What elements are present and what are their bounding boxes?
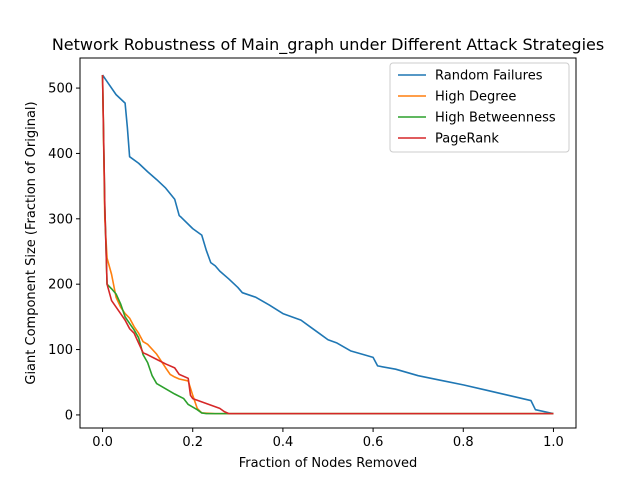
x-axis-label: Fraction of Nodes Removed	[239, 456, 418, 471]
legend-label-1: High Degree	[435, 90, 516, 105]
legend-items: Random Failures High Degree High Betweenne…	[398, 69, 556, 147]
series-line-3	[101, 74, 554, 415]
legend-label-3: PageRank	[435, 132, 499, 147]
y-axis-ticks: 0 100 200 300 400 500	[48, 82, 80, 423]
series-line-2	[101, 74, 554, 415]
y-tick-label: 100	[48, 343, 73, 358]
chart-title: Network Robustness of Main_graph under D…	[52, 35, 604, 55]
series-layer	[101, 74, 554, 415]
x-tick-label: 0.4	[273, 435, 294, 450]
x-tick-label: 0.6	[363, 435, 384, 450]
y-tick-label: 0	[65, 408, 73, 423]
series-line-0	[101, 74, 554, 415]
plot-area	[79, 57, 577, 429]
axes-frame	[79, 57, 577, 429]
y-tick-label: 200	[48, 278, 73, 293]
legend-label-2: High Betweenness	[435, 111, 556, 126]
x-tick-label: 0.0	[92, 435, 113, 450]
y-axis-label: Giant Component Size (Fraction of Origin…	[24, 101, 39, 384]
x-tick-label: 0.8	[453, 435, 474, 450]
y-tick-label: 500	[48, 82, 73, 97]
legend-label-0: Random Failures	[435, 69, 543, 84]
x-tick-label: 1.0	[543, 435, 564, 450]
y-tick-label: 400	[48, 147, 73, 162]
legend-box	[389, 62, 570, 153]
x-tick-label: 0.2	[182, 435, 203, 450]
y-tick-label: 300	[48, 212, 73, 227]
legend: Random Failures High Degree High Betweenne…	[389, 62, 570, 153]
x-axis-ticks: 0.0 0.2 0.4 0.6 0.8 1.0	[92, 428, 564, 450]
